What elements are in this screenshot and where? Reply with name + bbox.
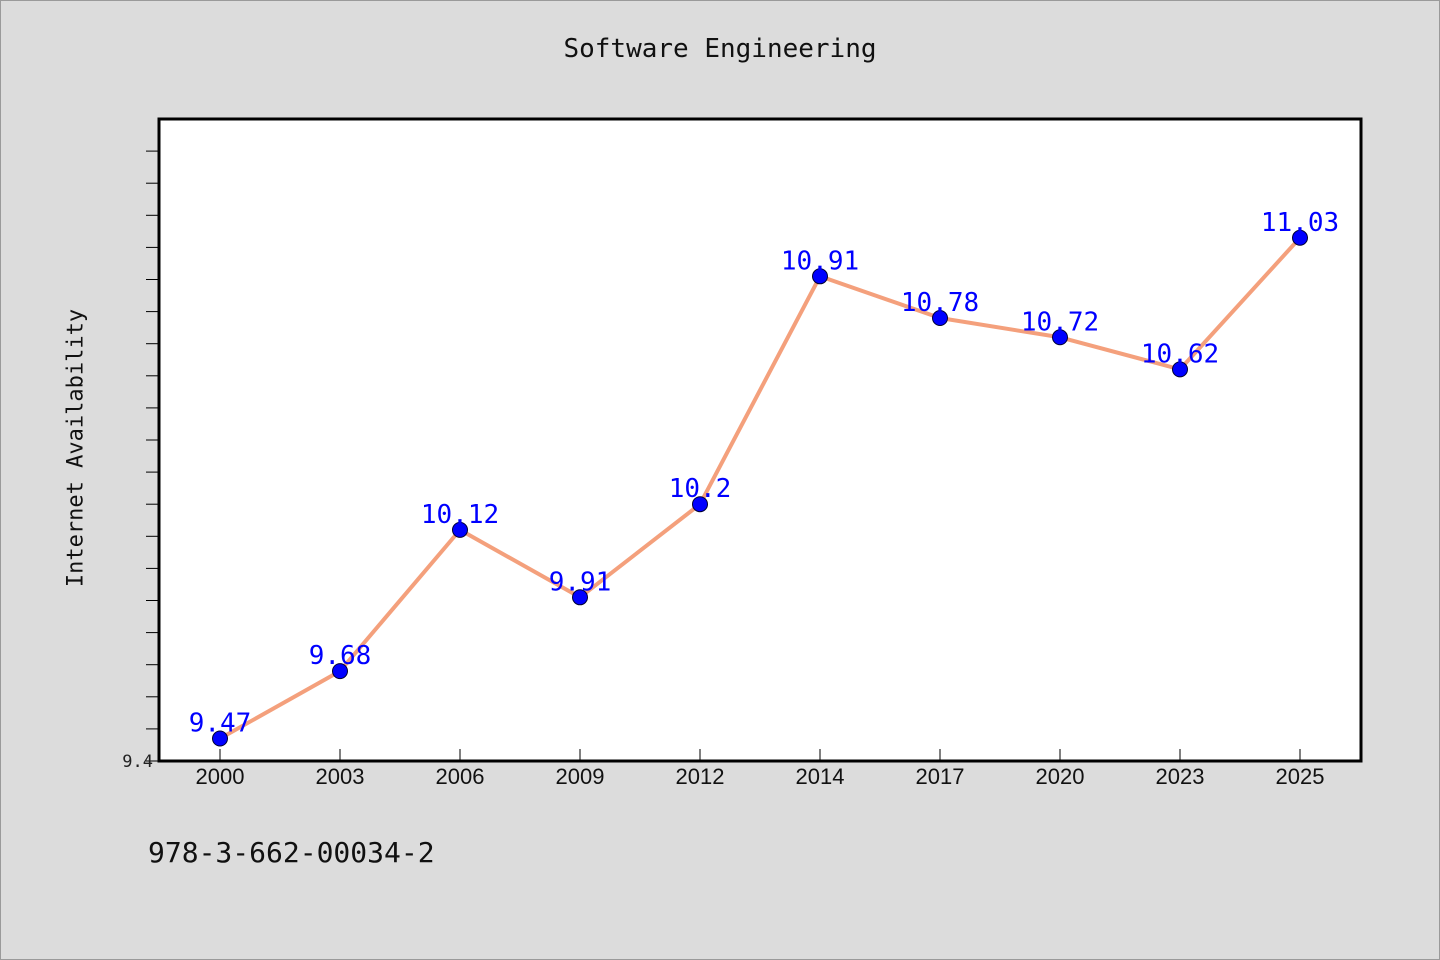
data-label: 9.68: [309, 641, 372, 671]
data-point: [692, 496, 708, 513]
data-label: 9.91: [549, 567, 612, 597]
data-label: 10.78: [901, 288, 979, 318]
data-point: [212, 730, 228, 747]
plot-area: [157, 117, 1363, 763]
x-tick-label: 2017: [916, 764, 965, 789]
isbn-text: 978-3-662-00034-2: [148, 836, 435, 869]
chart-title: Software Engineering: [563, 34, 877, 64]
data-point: [932, 310, 948, 327]
data-label: 11.03: [1261, 208, 1339, 238]
data-label: 10.2: [669, 474, 732, 504]
data-point: [332, 663, 348, 680]
x-tick-label: 2000: [196, 764, 245, 789]
data-label: 10.91: [781, 246, 859, 276]
x-axis-ticks: 2000 2003 2006 2009 2012 2014 2017 2020 2023 2025: [196, 749, 1325, 789]
data-label: 10.72: [1021, 307, 1099, 337]
data-series: 9.47 9.68 10.12 9.91 10.2 10.91 10.78 10.72 10.6…: [189, 208, 1339, 747]
x-tick-label: 2012: [676, 764, 725, 789]
data-point: [812, 268, 828, 285]
data-label: 9.47: [189, 709, 252, 739]
data-point: [1292, 229, 1308, 246]
data-label: 10.12: [421, 500, 499, 530]
x-tick-label: 2014: [796, 764, 845, 789]
data-point: [572, 589, 588, 606]
y-tick-label: 9.4: [122, 752, 153, 772]
data-point: [452, 521, 468, 538]
series-line: [219, 236, 1302, 741]
data-point: [1172, 361, 1188, 378]
x-tick-label: 2023: [1156, 764, 1205, 789]
data-point: [1052, 329, 1068, 346]
x-tick-label: 2020: [1036, 764, 1085, 789]
x-tick-label: 2025: [1276, 764, 1325, 789]
y-axis-ticks: 9.4: [122, 150, 159, 772]
data-label: 10.62: [1141, 339, 1219, 369]
x-tick-label: 2003: [316, 764, 365, 789]
x-tick-label: 2006: [436, 764, 485, 789]
x-tick-label: 2009: [556, 764, 605, 789]
